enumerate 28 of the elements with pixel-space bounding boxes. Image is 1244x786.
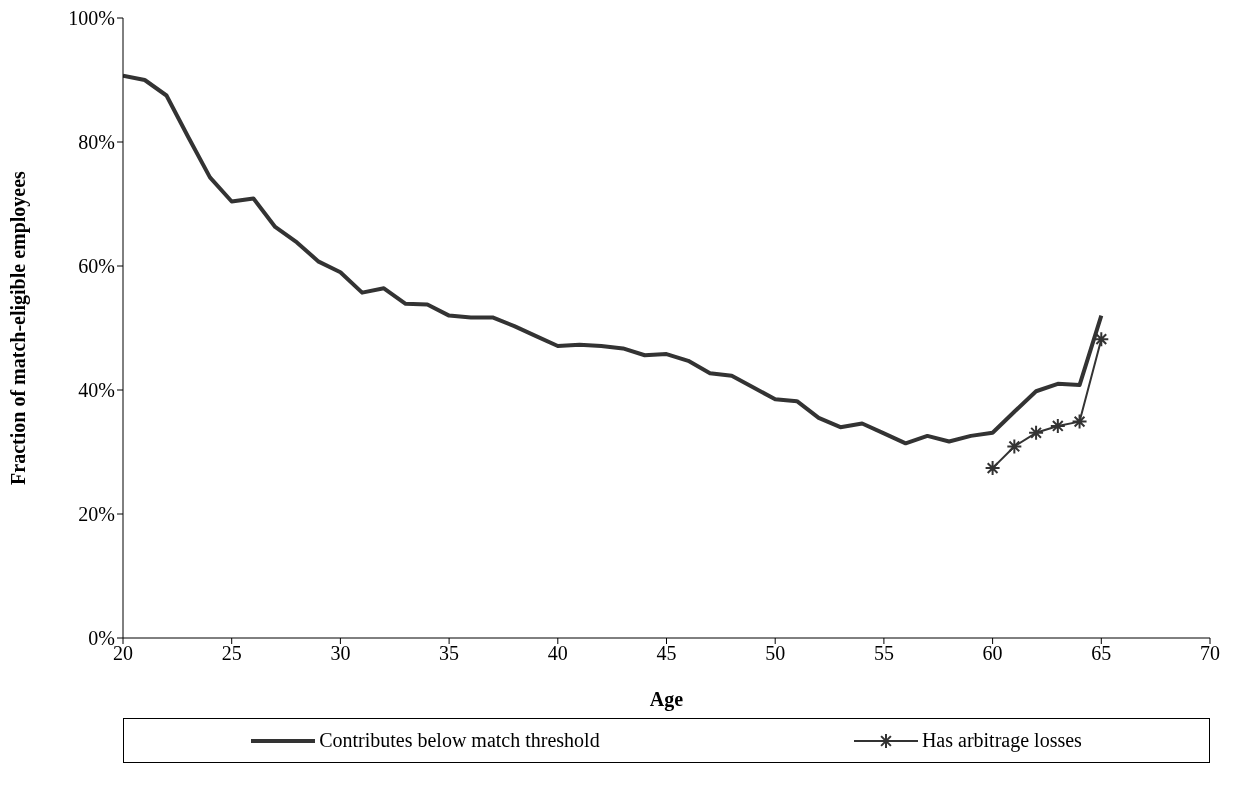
x-tick-label: 35: [439, 642, 460, 665]
legend-label: Has arbitrage losses: [921, 729, 1082, 752]
point: [1028, 424, 1045, 441]
x-tick-label: 20: [113, 642, 133, 665]
point: [1093, 331, 1110, 348]
x-tick-label: 45: [656, 642, 677, 665]
x-tick-label: 25: [221, 642, 242, 665]
point: [1071, 413, 1088, 430]
x-tick-label: 60: [982, 642, 1003, 665]
x-tick-label: 30: [330, 642, 351, 665]
x-tick-label: 65: [1091, 642, 1112, 665]
x-tick-label: 40: [547, 642, 568, 665]
x-tick-label: 70: [1200, 642, 1220, 665]
point: [1006, 438, 1023, 455]
legend-label: Contributes below match threshold: [319, 729, 600, 752]
y-axis-title: Fraction of match-eligible employees: [7, 170, 31, 485]
y-tick-label: 40%: [78, 379, 115, 402]
x-axis-title: Age: [649, 688, 684, 711]
y-tick-label: 80%: [78, 131, 115, 154]
point: [1049, 417, 1066, 434]
line-series: [123, 73, 1104, 446]
x-tick-label: 50: [765, 642, 786, 665]
y-tick-label: 60%: [78, 255, 115, 278]
y-tick-label: 0%: [88, 627, 115, 650]
x-tick-label: 55: [873, 642, 894, 665]
y-tick-label: 20%: [78, 503, 115, 526]
y-tick-label: 100%: [68, 7, 115, 30]
point: [984, 460, 1001, 477]
